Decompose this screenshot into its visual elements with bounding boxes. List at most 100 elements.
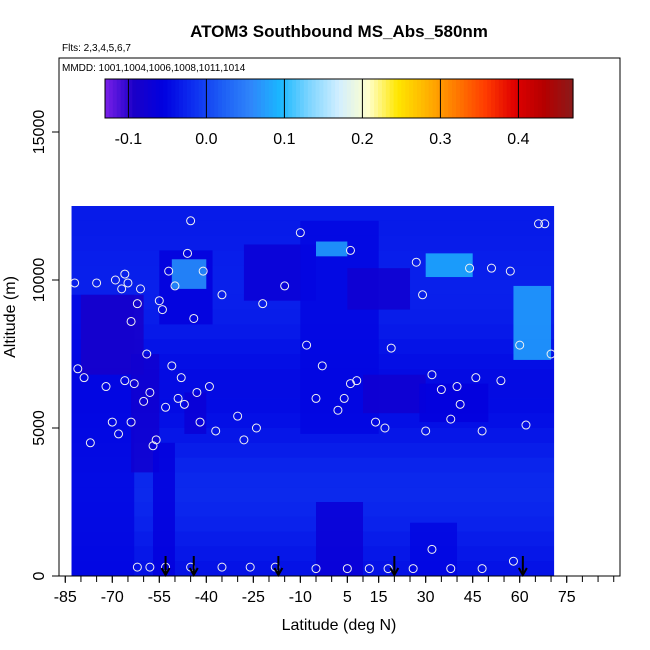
colorbar-swatch (284, 79, 289, 118)
colorbar-swatch (358, 79, 363, 118)
sample-point (515, 340, 525, 350)
colorbar-swatch (159, 79, 165, 118)
y-tick-label: 15000 (31, 110, 48, 155)
field-cell (315, 241, 348, 257)
arrow-head (273, 567, 284, 578)
flight-arrow (517, 556, 528, 578)
sample-point (477, 426, 487, 436)
colorbar-swatch (409, 79, 414, 118)
sample-point (161, 402, 171, 412)
sample-point (508, 556, 518, 566)
sample-point (164, 266, 174, 276)
colorbar-swatch (300, 79, 305, 118)
colorbar-swatch (136, 79, 141, 118)
sample-point (126, 316, 136, 326)
colorbar-swatch (350, 79, 356, 118)
sample-point (477, 564, 487, 574)
colorbar-swatch (456, 79, 461, 118)
colorbar-swatch (124, 79, 129, 118)
y-tick-label: 0 (31, 571, 48, 580)
sample-point (145, 562, 155, 572)
colorbar-swatch (467, 79, 473, 118)
sample-point (452, 382, 462, 392)
sample-point (380, 423, 390, 433)
colorbar-swatch (452, 79, 457, 118)
sample-point (418, 290, 428, 300)
colorbar-swatch (237, 79, 243, 118)
colorbar-swatch (385, 79, 391, 118)
x-tick-label: 45 (464, 589, 482, 606)
colorbar-swatch (444, 79, 449, 118)
sample-point (139, 396, 149, 406)
colorbar-swatch (518, 79, 523, 118)
field-band (71, 502, 555, 517)
colorbar-swatch (241, 79, 246, 118)
colorbar-swatch (569, 79, 574, 118)
colorbar-swatch (171, 79, 176, 118)
arrow-head (389, 567, 400, 578)
colorbar-swatch (229, 79, 235, 118)
x-tick-label: -25 (242, 589, 265, 606)
colorbar-swatch (155, 79, 161, 118)
sample-point (465, 263, 475, 273)
colorbar-swatch (132, 79, 137, 118)
colorbar-swatch (354, 79, 360, 118)
x-tick-label: -85 (54, 589, 77, 606)
x-tick-label: 5 (343, 589, 352, 606)
colorbar-swatch (483, 79, 488, 118)
sample-point (233, 411, 243, 421)
dates-note: MMDD: 1001,1004,1006,1008,1011,1014 (62, 63, 246, 74)
sample-point (117, 284, 127, 294)
colorbar-swatch (397, 79, 402, 118)
field-cell (425, 253, 473, 278)
field-band (71, 516, 555, 532)
colorbar-swatch (448, 79, 453, 118)
sample-point (211, 426, 221, 436)
sample-point (126, 417, 136, 427)
sample-points (70, 216, 556, 574)
colorbar-swatch (471, 79, 477, 118)
sample-point (151, 435, 161, 445)
colorbar-tick-label: 0.0 (195, 131, 217, 148)
sample-point (182, 248, 192, 258)
field-band (71, 561, 555, 576)
colorbar-swatch (198, 79, 204, 118)
colorbar-swatch (381, 79, 387, 118)
colorbar-swatch (339, 79, 344, 118)
colorbar-swatch (179, 79, 184, 118)
sample-point (471, 373, 481, 383)
sample-point (195, 417, 205, 427)
field-band (71, 487, 555, 502)
sample-point (534, 219, 544, 229)
sample-point (446, 564, 456, 574)
colorbar-swatch (459, 79, 465, 118)
colorbar-swatch (510, 79, 516, 118)
sample-point (198, 266, 208, 276)
colorbar-swatch (175, 79, 180, 118)
colorbar-swatch (268, 79, 274, 118)
sample-point (546, 349, 556, 359)
colorbar-swatch (183, 79, 188, 118)
y-tick-label: 10000 (31, 258, 48, 303)
colorbar-swatch (140, 79, 145, 118)
field-cell (315, 502, 364, 576)
sample-point (120, 376, 130, 386)
colorbar-swatch (335, 79, 340, 118)
heatmap-field (71, 206, 555, 576)
colorbar-swatch (420, 79, 426, 118)
sample-point (107, 417, 117, 427)
colorbar-swatch (323, 79, 328, 118)
colorbar-swatch (202, 79, 207, 118)
colorbar-frame (104, 78, 574, 119)
sample-point (280, 281, 290, 291)
colorbar-swatch (534, 79, 539, 118)
colorbar-swatch (432, 79, 438, 118)
field-cell (513, 285, 552, 360)
colorbar-swatch (346, 79, 352, 118)
sample-point (352, 376, 362, 386)
x-tick-label: -70 (101, 589, 124, 606)
colorbar-tick-label: 0.2 (351, 131, 373, 148)
colorbar-swatch (225, 79, 231, 118)
y-axis: 0 5000 10000 15000 (31, 110, 59, 580)
field-group (71, 206, 555, 576)
